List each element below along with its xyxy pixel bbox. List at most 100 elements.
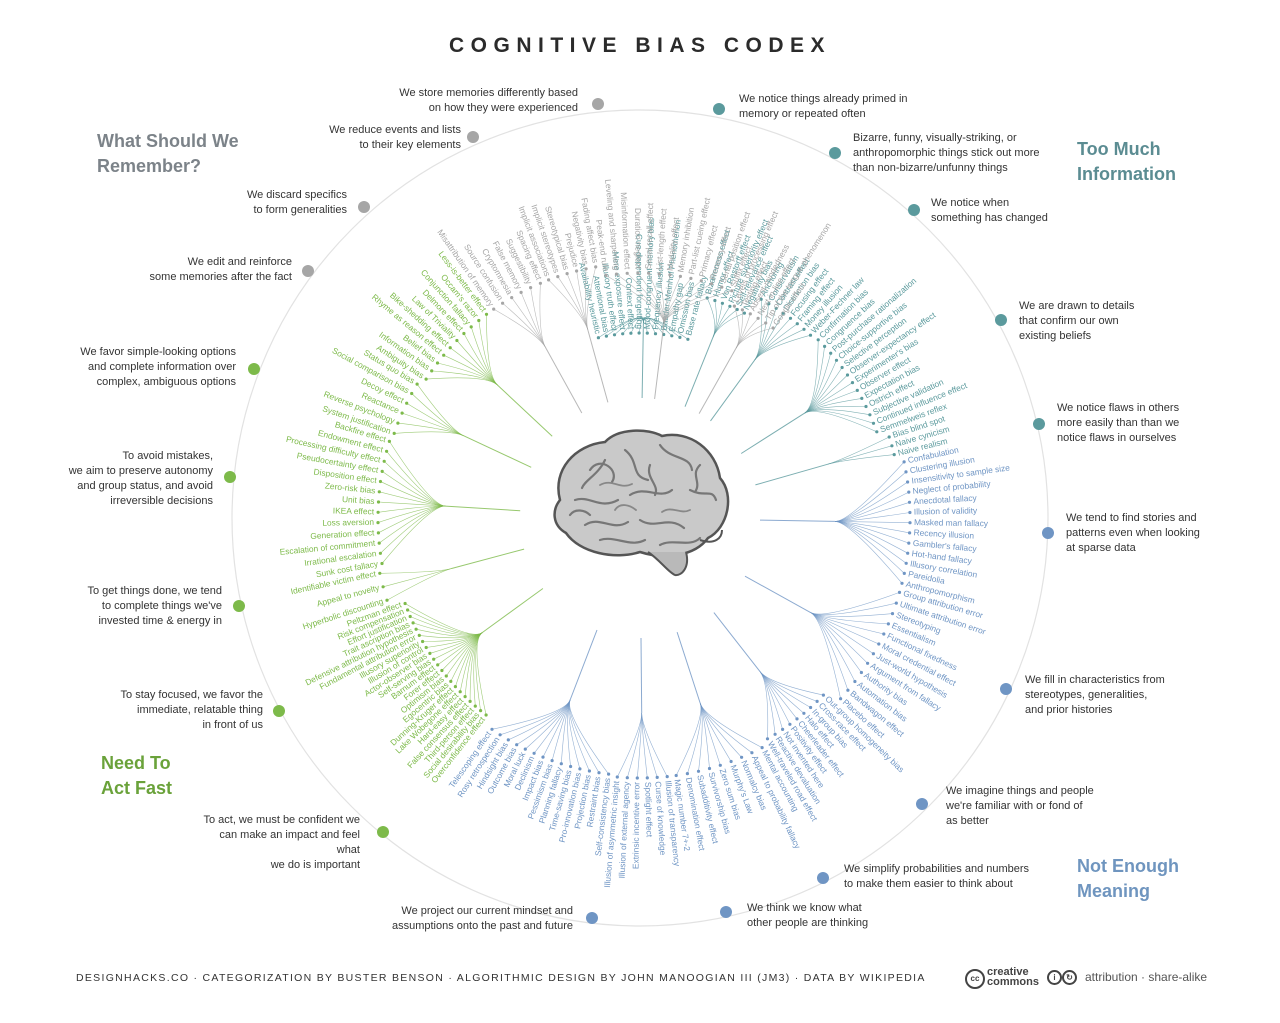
- branch-line: [407, 609, 483, 635]
- bias-label[interactable]: IKEA effect: [333, 506, 375, 517]
- bias-node: [463, 695, 467, 699]
- category-dot[interactable]: [233, 600, 245, 612]
- category-dot[interactable]: [713, 103, 725, 115]
- branch-trunk: [463, 435, 532, 468]
- branch-line: [834, 521, 907, 564]
- bias-node: [871, 652, 876, 656]
- branch-line: [617, 712, 643, 778]
- bias-node: [498, 733, 502, 737]
- bias-node: [523, 747, 527, 751]
- bias-node: [678, 274, 683, 278]
- bias-node: [515, 743, 519, 747]
- bias-node: [742, 311, 747, 315]
- category-dot[interactable]: [908, 204, 920, 216]
- bias-node: [547, 278, 551, 282]
- bias-label[interactable]: Misinformation effect: [619, 192, 633, 270]
- bias-node: [415, 382, 419, 386]
- bias-node: [864, 404, 868, 409]
- bias-node: [430, 369, 434, 373]
- bias-label[interactable]: Recency illusion: [913, 527, 974, 540]
- category-dot[interactable]: [248, 363, 260, 375]
- branch-trunk: [740, 412, 805, 454]
- branch-trunk: [640, 637, 643, 714]
- bias-label[interactable]: Unit bias: [342, 494, 375, 506]
- bias-label[interactable]: Extrinsic incentive error: [631, 782, 642, 869]
- bias-node: [584, 267, 588, 271]
- bias-node: [907, 490, 911, 494]
- bias-node: [816, 338, 820, 342]
- bias-node: [645, 776, 649, 780]
- bias-node: [468, 699, 472, 704]
- bias-label[interactable]: Cue-dependent forgetting: [634, 234, 644, 329]
- bias-node: [510, 296, 514, 300]
- bias-label[interactable]: Context effect: [624, 277, 637, 330]
- bias-node: [823, 344, 827, 348]
- bias-label[interactable]: Spotlight effect: [643, 782, 655, 838]
- category-dot[interactable]: [1042, 527, 1054, 539]
- bias-node: [385, 598, 389, 602]
- branch-line: [502, 302, 546, 348]
- category-dot[interactable]: [358, 201, 370, 213]
- category-dot[interactable]: [916, 798, 928, 810]
- bias-label[interactable]: Duration neglect: [633, 208, 644, 270]
- branch-trunk: [759, 519, 836, 522]
- category-dot[interactable]: [817, 872, 829, 884]
- bias-label[interactable]: Illusion of validity: [914, 505, 978, 516]
- branch-line: [804, 411, 877, 433]
- bias-label[interactable]: Illusion of external agency: [617, 781, 632, 879]
- bias-node: [376, 521, 380, 525]
- branch-line: [475, 632, 483, 711]
- category-dot[interactable]: [1000, 683, 1012, 695]
- branch-line: [810, 612, 874, 654]
- bias-label[interactable]: Anecdotal fallacy: [913, 493, 978, 507]
- bias-node: [381, 585, 385, 589]
- bias-node: [802, 327, 806, 331]
- category-dot[interactable]: [592, 98, 604, 110]
- bias-label[interactable]: List-length effect: [654, 208, 669, 271]
- branch-trunk: [744, 575, 811, 613]
- bias-label[interactable]: Masked man fallacy: [914, 517, 989, 528]
- category-dot[interactable]: [586, 912, 598, 924]
- branch-line: [759, 671, 818, 702]
- bias-node: [900, 581, 904, 585]
- bias-label[interactable]: Generation effect: [310, 527, 375, 541]
- bias-label[interactable]: Loss aversion: [322, 517, 374, 528]
- bias-node: [637, 331, 641, 335]
- category-dot[interactable]: [377, 826, 389, 838]
- category-dot[interactable]: [720, 906, 732, 918]
- bias-node: [458, 690, 462, 694]
- bias-node: [636, 271, 640, 275]
- bias-label[interactable]: Curse of knowledge: [653, 781, 668, 856]
- branch-line: [810, 612, 856, 682]
- category-dot[interactable]: [224, 471, 236, 483]
- branch-line: [586, 266, 596, 331]
- bias-node: [882, 632, 886, 636]
- bias-node: [411, 621, 415, 625]
- bias-node: [765, 737, 770, 741]
- branch-line: [759, 671, 783, 730]
- bias-node: [802, 711, 806, 715]
- bias-node: [403, 601, 407, 606]
- cc-logo-icon: cc: [965, 969, 985, 989]
- bias-node: [519, 290, 523, 294]
- bias-node: [614, 272, 619, 276]
- branch-trunk: [713, 612, 761, 673]
- bias-node: [908, 521, 912, 525]
- category-dot[interactable]: [829, 147, 841, 159]
- bias-label[interactable]: Serial recall effect: [643, 202, 655, 269]
- category-dot[interactable]: [302, 265, 314, 277]
- bias-node: [378, 479, 383, 484]
- branch-line: [675, 703, 702, 776]
- category-caption: We favor simple-looking options and comp…: [80, 346, 236, 388]
- creative-commons-license[interactable]: cc creative commons i ↻ attribution · sh…: [965, 967, 1207, 989]
- bias-node: [424, 377, 428, 381]
- category-dot[interactable]: [995, 314, 1007, 326]
- category-dot[interactable]: [1033, 418, 1045, 430]
- category-dot[interactable]: [467, 131, 479, 143]
- branch-trunk: [451, 548, 525, 569]
- branch-line: [381, 505, 446, 564]
- category-dot[interactable]: [273, 705, 285, 717]
- branch-line: [379, 568, 452, 574]
